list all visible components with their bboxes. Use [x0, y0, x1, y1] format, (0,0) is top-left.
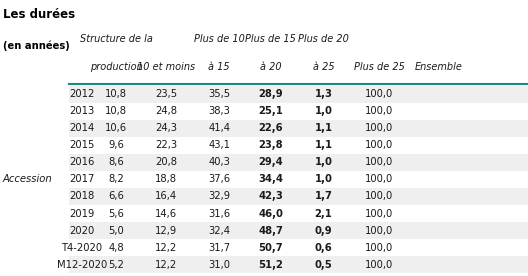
Text: 31,7: 31,7 — [208, 243, 230, 253]
Text: 51,2: 51,2 — [258, 260, 284, 270]
Text: Plus de 25: Plus de 25 — [354, 62, 404, 72]
Text: 100,0: 100,0 — [365, 123, 393, 133]
Text: 24,8: 24,8 — [155, 106, 177, 116]
Text: 10 et moins: 10 et moins — [137, 62, 195, 72]
Text: à 15: à 15 — [209, 62, 230, 72]
Text: 25,1: 25,1 — [258, 106, 284, 116]
Text: 2020: 2020 — [69, 225, 95, 236]
Text: 23,8: 23,8 — [259, 140, 283, 150]
Text: 100,0: 100,0 — [365, 260, 393, 270]
Text: 10,8: 10,8 — [105, 89, 127, 99]
Text: 12,2: 12,2 — [155, 260, 177, 270]
Text: 41,4: 41,4 — [208, 123, 230, 133]
Text: 100,0: 100,0 — [365, 106, 393, 116]
Text: à 20: à 20 — [260, 62, 281, 72]
Text: 2014: 2014 — [69, 123, 95, 133]
Text: 14,6: 14,6 — [155, 209, 177, 219]
Text: 32,9: 32,9 — [208, 192, 230, 201]
Text: 1,0: 1,0 — [315, 174, 333, 184]
Text: Plus de 10: Plus de 10 — [194, 34, 244, 44]
Text: 2018: 2018 — [69, 192, 95, 201]
Text: 100,0: 100,0 — [365, 225, 393, 236]
Text: 2015: 2015 — [69, 140, 95, 150]
Text: 4,8: 4,8 — [108, 243, 124, 253]
Text: 0,9: 0,9 — [315, 225, 333, 236]
Text: 0,5: 0,5 — [315, 260, 333, 270]
Text: 100,0: 100,0 — [365, 140, 393, 150]
Text: 35,5: 35,5 — [208, 89, 230, 99]
Text: 24,3: 24,3 — [155, 123, 177, 133]
Text: 28,9: 28,9 — [259, 89, 283, 99]
Text: 42,3: 42,3 — [259, 192, 283, 201]
Text: Structure de la: Structure de la — [80, 34, 153, 44]
Text: 100,0: 100,0 — [365, 243, 393, 253]
Text: 2013: 2013 — [69, 106, 95, 116]
Bar — [69, 120, 528, 137]
Text: 5,2: 5,2 — [108, 260, 124, 270]
Text: 22,3: 22,3 — [155, 140, 177, 150]
Bar — [69, 154, 528, 171]
Text: 18,8: 18,8 — [155, 174, 177, 184]
Text: 38,3: 38,3 — [208, 106, 230, 116]
Text: 22,6: 22,6 — [259, 123, 283, 133]
Text: (en années): (en années) — [3, 40, 69, 51]
Text: 29,4: 29,4 — [259, 157, 283, 167]
Text: 20,8: 20,8 — [155, 157, 177, 167]
Text: 12,2: 12,2 — [155, 243, 177, 253]
Text: 1,0: 1,0 — [315, 157, 333, 167]
Text: 0,6: 0,6 — [315, 243, 333, 253]
Text: T4-2020: T4-2020 — [61, 243, 102, 253]
Text: Ensemble: Ensemble — [414, 62, 462, 72]
Text: 10,6: 10,6 — [105, 123, 127, 133]
Text: 40,3: 40,3 — [208, 157, 230, 167]
Text: 1,1: 1,1 — [315, 140, 333, 150]
Text: 9,6: 9,6 — [108, 140, 124, 150]
Text: 16,4: 16,4 — [155, 192, 177, 201]
Text: 8,6: 8,6 — [108, 157, 124, 167]
Text: 5,6: 5,6 — [108, 209, 124, 219]
Text: à 25: à 25 — [313, 62, 334, 72]
Bar — [69, 86, 528, 103]
Text: 10,8: 10,8 — [105, 106, 127, 116]
Bar — [69, 188, 528, 205]
Text: 31,0: 31,0 — [208, 260, 230, 270]
Text: 23,5: 23,5 — [155, 89, 177, 99]
Text: 2016: 2016 — [69, 157, 95, 167]
Text: Plus de 15: Plus de 15 — [246, 34, 296, 44]
Text: 1,1: 1,1 — [315, 123, 333, 133]
Text: 1,7: 1,7 — [315, 192, 333, 201]
Text: 37,6: 37,6 — [208, 174, 230, 184]
Text: 2017: 2017 — [69, 174, 95, 184]
Bar — [69, 222, 528, 239]
Text: 100,0: 100,0 — [365, 192, 393, 201]
Text: 100,0: 100,0 — [365, 209, 393, 219]
Text: Les durées: Les durées — [3, 8, 75, 21]
Bar — [69, 256, 528, 273]
Text: 31,6: 31,6 — [208, 209, 230, 219]
Text: 2019: 2019 — [69, 209, 95, 219]
Text: 6,6: 6,6 — [108, 192, 124, 201]
Text: Plus de 20: Plus de 20 — [298, 34, 349, 44]
Text: production: production — [90, 62, 143, 72]
Text: 32,4: 32,4 — [208, 225, 230, 236]
Text: Accession: Accession — [3, 174, 52, 184]
Text: 12,9: 12,9 — [155, 225, 177, 236]
Text: 46,0: 46,0 — [258, 209, 284, 219]
Text: 2,1: 2,1 — [315, 209, 333, 219]
Text: 2012: 2012 — [69, 89, 95, 99]
Text: 1,0: 1,0 — [315, 106, 333, 116]
Text: 48,7: 48,7 — [258, 225, 284, 236]
Text: 5,0: 5,0 — [108, 225, 124, 236]
Text: 1,3: 1,3 — [315, 89, 333, 99]
Text: M12-2020: M12-2020 — [56, 260, 107, 270]
Text: 43,1: 43,1 — [208, 140, 230, 150]
Text: 100,0: 100,0 — [365, 157, 393, 167]
Text: 34,4: 34,4 — [258, 174, 284, 184]
Text: 50,7: 50,7 — [259, 243, 283, 253]
Text: 8,2: 8,2 — [108, 174, 124, 184]
Text: 100,0: 100,0 — [365, 89, 393, 99]
Text: 100,0: 100,0 — [365, 174, 393, 184]
